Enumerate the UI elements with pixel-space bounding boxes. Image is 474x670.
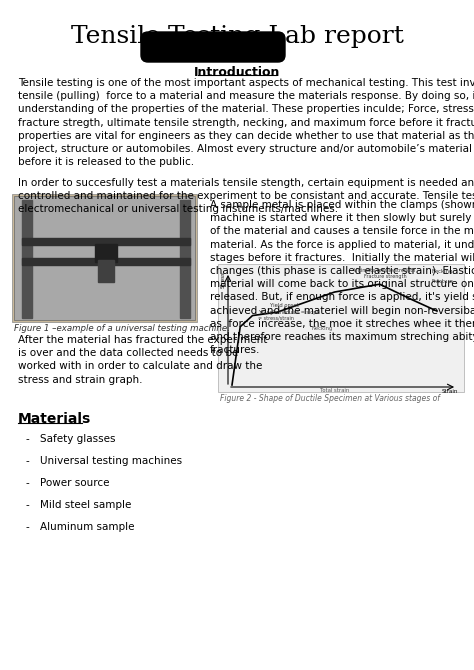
Bar	[22, 238, 190, 245]
Text: -: -	[26, 500, 30, 510]
Text: Yield onset: Yield onset	[270, 303, 299, 308]
Bar	[95, 244, 117, 262]
Text: Tensile testing is one of the most important aspects of mechanical testing. This: Tensile testing is one of the most impor…	[18, 78, 474, 168]
Text: -: -	[26, 478, 30, 488]
Text: -: -	[26, 456, 30, 466]
Bar	[22, 200, 32, 318]
Text: Figure 2 - Shape of Ductile Specimen at Various stages of: Figure 2 - Shape of Ductile Specimen at …	[220, 394, 440, 403]
Text: Universal testing machines: Universal testing machines	[40, 456, 182, 466]
Text: Total strain: Total strain	[320, 388, 350, 393]
Text: A sample metal is placed within the clamps (shown in figure 1) and the
machine i: A sample metal is placed within the clam…	[210, 200, 474, 355]
Text: Stress: Stress	[221, 271, 226, 288]
Text: Fracture: Fracture	[305, 336, 327, 341]
Text: Young's modulus = slope
= stress/strain: Young's modulus = slope = stress/strain	[258, 310, 319, 321]
Bar	[180, 200, 190, 318]
Text: Power source: Power source	[40, 478, 109, 488]
Text: Materials: Materials	[18, 412, 91, 426]
Text: Ultimate tensile strength
Fracture strength: Ultimate tensile strength Fracture stren…	[354, 268, 416, 279]
FancyBboxPatch shape	[12, 194, 197, 322]
Text: After the material has fractured the experiment
is over and the data collected n: After the material has fractured the exp…	[18, 335, 267, 385]
Text: Necking: Necking	[312, 326, 333, 331]
FancyBboxPatch shape	[218, 264, 464, 392]
Text: Figure 1 –example of a universal testing machine.: Figure 1 –example of a universal testing…	[14, 324, 230, 333]
FancyBboxPatch shape	[141, 32, 285, 62]
Bar	[98, 260, 114, 282]
Text: Safety glasses: Safety glasses	[40, 434, 116, 444]
Bar	[22, 258, 190, 265]
Text: Tensile Testing Lab report: Tensile Testing Lab report	[71, 25, 403, 48]
Text: Necking: Necking	[432, 269, 453, 274]
Text: Mild steel sample: Mild steel sample	[40, 500, 131, 510]
FancyBboxPatch shape	[14, 196, 195, 320]
Text: In order to succesfully test a materials tensile stength, certain equipment is n: In order to succesfully test a materials…	[18, 178, 474, 214]
Text: -: -	[26, 434, 30, 444]
Text: Introduction: Introduction	[194, 66, 280, 79]
Text: Fracture: Fracture	[432, 279, 454, 284]
Text: Aluminum sample: Aluminum sample	[40, 522, 135, 532]
Text: Strain: Strain	[442, 389, 458, 394]
Text: -: -	[26, 522, 30, 532]
Bar	[32, 197, 180, 315]
